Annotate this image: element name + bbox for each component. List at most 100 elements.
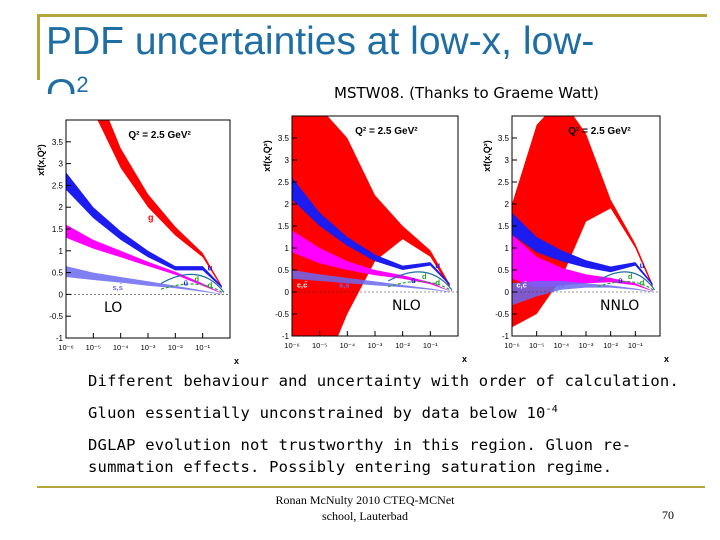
- bullet-2: Gluon essentially unconstrained by data …: [88, 404, 558, 422]
- y-axis-label: xf(x,Q²): [482, 140, 492, 172]
- footer: Ronan McNulty 2010 CTEQ-MCNet school, La…: [250, 492, 480, 524]
- x-tick-label: 10⁻¹: [628, 341, 643, 350]
- y-axis-label: xf(x,Q²): [262, 140, 272, 172]
- bullet-3-text-cont: summation effects. Possibly entering sat…: [88, 458, 612, 476]
- y-tick-label: 1: [505, 244, 510, 253]
- slide-subtitle: MSTW08. (Thanks to Graeme Watt): [334, 84, 599, 102]
- y-tick-label: 3: [505, 156, 510, 165]
- label-dbar: d̄: [194, 274, 199, 283]
- label-ubar: ū: [618, 276, 623, 285]
- frame-left-accent: [37, 14, 40, 80]
- y-tick-label: 1: [285, 244, 290, 253]
- x-tick-label: 10⁻²: [603, 341, 618, 350]
- y-tick-label: -0.5: [49, 312, 63, 321]
- chart-lo: -1 -0.5 0 0.5 1 1.5 2 2.5 3 3.5 10⁻⁶ 10⁻⁵ 10⁻⁴ 10⁻³ 10…: [30, 108, 240, 362]
- bullet-2-text: Gluon essentially unconstrained by data …: [88, 404, 546, 422]
- bullet-3b: summation effects. Possibly entering sat…: [88, 458, 612, 476]
- y-tick-label: 0.5: [52, 269, 64, 278]
- title-q-sup: 2: [76, 72, 88, 97]
- chart-nnlo: -1 -0.5 0 0.5 1 1.5 2 2.5 3 3.5 10⁻⁶ 10⁻⁵ 10⁻⁴ 10⁻³ 10…: [472, 106, 672, 362]
- label-cc: c,c̄: [516, 281, 527, 290]
- label-ubar: ū: [411, 276, 416, 285]
- label-g: g: [586, 209, 592, 219]
- y-tick-label: 1.5: [278, 222, 290, 231]
- slide-title: PDF uncertainties at low-x, low-: [46, 20, 594, 64]
- y-axis-label: xf(x,Q²): [36, 144, 46, 176]
- label-u: u: [207, 263, 212, 272]
- page-number: 70: [662, 508, 674, 523]
- x-tick-label: 10⁻³: [368, 341, 383, 350]
- x-tick-label: 10⁻⁴: [554, 341, 570, 350]
- y-tick-label: -1: [502, 332, 510, 341]
- y-tick-label: 0.5: [498, 266, 510, 275]
- x-tick-label: 10⁻³: [141, 343, 156, 352]
- x-tick-label: 10⁻²: [168, 343, 183, 352]
- label-ss: s,s̄: [112, 283, 122, 292]
- footer-line-1: Ronan McNulty 2010 CTEQ-MCNet: [250, 492, 480, 508]
- y-tick-label: -0.5: [495, 310, 509, 319]
- bullet-3-text: DGLAP evolution not trustworthy in this …: [88, 436, 631, 454]
- label-g: g: [148, 212, 154, 222]
- label-dbar: d̄: [628, 272, 633, 281]
- x-tick-label: 10⁻⁴: [340, 341, 356, 350]
- order-label: NNLO: [600, 298, 639, 314]
- y-tick-label: 2.5: [278, 178, 290, 187]
- y-tick-label: 0: [505, 288, 510, 297]
- frame-top-rule: [37, 14, 707, 17]
- x-tick-label: 10⁻¹: [423, 341, 438, 350]
- bullet-2-sup: -4: [546, 404, 558, 415]
- footer-line-2: school, Lauterbad: [250, 508, 480, 524]
- y-tick-label: 3: [285, 156, 290, 165]
- label-u: u: [640, 261, 645, 270]
- label-ss: s,s̄: [554, 281, 564, 290]
- x-axis-label: x: [234, 356, 239, 366]
- x-axis-label: x: [462, 354, 467, 364]
- x-tick-label: 10⁻¹: [195, 343, 210, 352]
- y-tick-label: -1: [282, 332, 290, 341]
- x-tick-label: 10⁻³: [579, 341, 594, 350]
- y-tick-label: -0.5: [275, 310, 289, 319]
- y-tick-label: 2: [505, 200, 510, 209]
- y-tick-label: 2.5: [52, 181, 64, 190]
- bullet-1: Different behaviour and uncertainty with…: [88, 372, 679, 390]
- label-d: d: [435, 278, 440, 287]
- plot-background: [66, 120, 230, 338]
- label-ubar: ū: [184, 279, 189, 288]
- frame-bottom-rule: [37, 486, 705, 488]
- x-tick-label: 10⁻⁵: [529, 341, 544, 350]
- x-tick-label: 10⁻⁵: [312, 341, 327, 350]
- chart-title: Q² = 2.5 GeV²: [568, 126, 631, 137]
- y-tick-label: 1.5: [52, 225, 64, 234]
- x-tick-label: 10⁻²: [395, 341, 410, 350]
- label-g: g: [375, 209, 381, 219]
- x-tick-label: 10⁻⁵: [86, 343, 101, 352]
- x-tick-label: 10⁻⁶: [504, 341, 519, 350]
- y-tick-label: -1: [56, 334, 64, 343]
- x-tick-label: 10⁻⁶: [284, 341, 299, 350]
- label-u: u: [435, 261, 440, 270]
- order-label: NLO: [392, 298, 421, 314]
- label-d: d: [207, 281, 212, 290]
- bullet-3: DGLAP evolution not trustworthy in this …: [88, 436, 631, 454]
- y-tick-label: 0: [59, 290, 64, 299]
- x-tick-label: 10⁻⁴: [113, 343, 129, 352]
- label-cc: c,c̄: [71, 283, 82, 292]
- y-tick-label: 3.5: [278, 134, 290, 143]
- y-tick-label: 0: [285, 288, 290, 297]
- bullet-1-text: Different behaviour and uncertainty with…: [88, 372, 679, 390]
- y-tick-label: 2: [285, 200, 290, 209]
- y-tick-label: 3.5: [52, 138, 64, 147]
- chart-title: Q² = 2.5 GeV²: [355, 126, 418, 137]
- x-axis-label: x: [664, 354, 669, 364]
- y-tick-label: 2.5: [498, 178, 510, 187]
- label-ss: s,s̄: [339, 281, 349, 290]
- y-tick-label: 3.5: [498, 134, 510, 143]
- y-tick-label: 0.5: [278, 266, 290, 275]
- y-tick-label: 1.5: [498, 222, 510, 231]
- y-tick-label: 1: [59, 247, 64, 256]
- x-tick-label: 10⁻⁶: [58, 343, 73, 352]
- label-d: d: [640, 278, 645, 287]
- order-label: LO: [104, 300, 122, 316]
- label-cc: c,c̄: [297, 281, 308, 290]
- chart-title: Q² = 2.5 GeV²: [128, 130, 191, 141]
